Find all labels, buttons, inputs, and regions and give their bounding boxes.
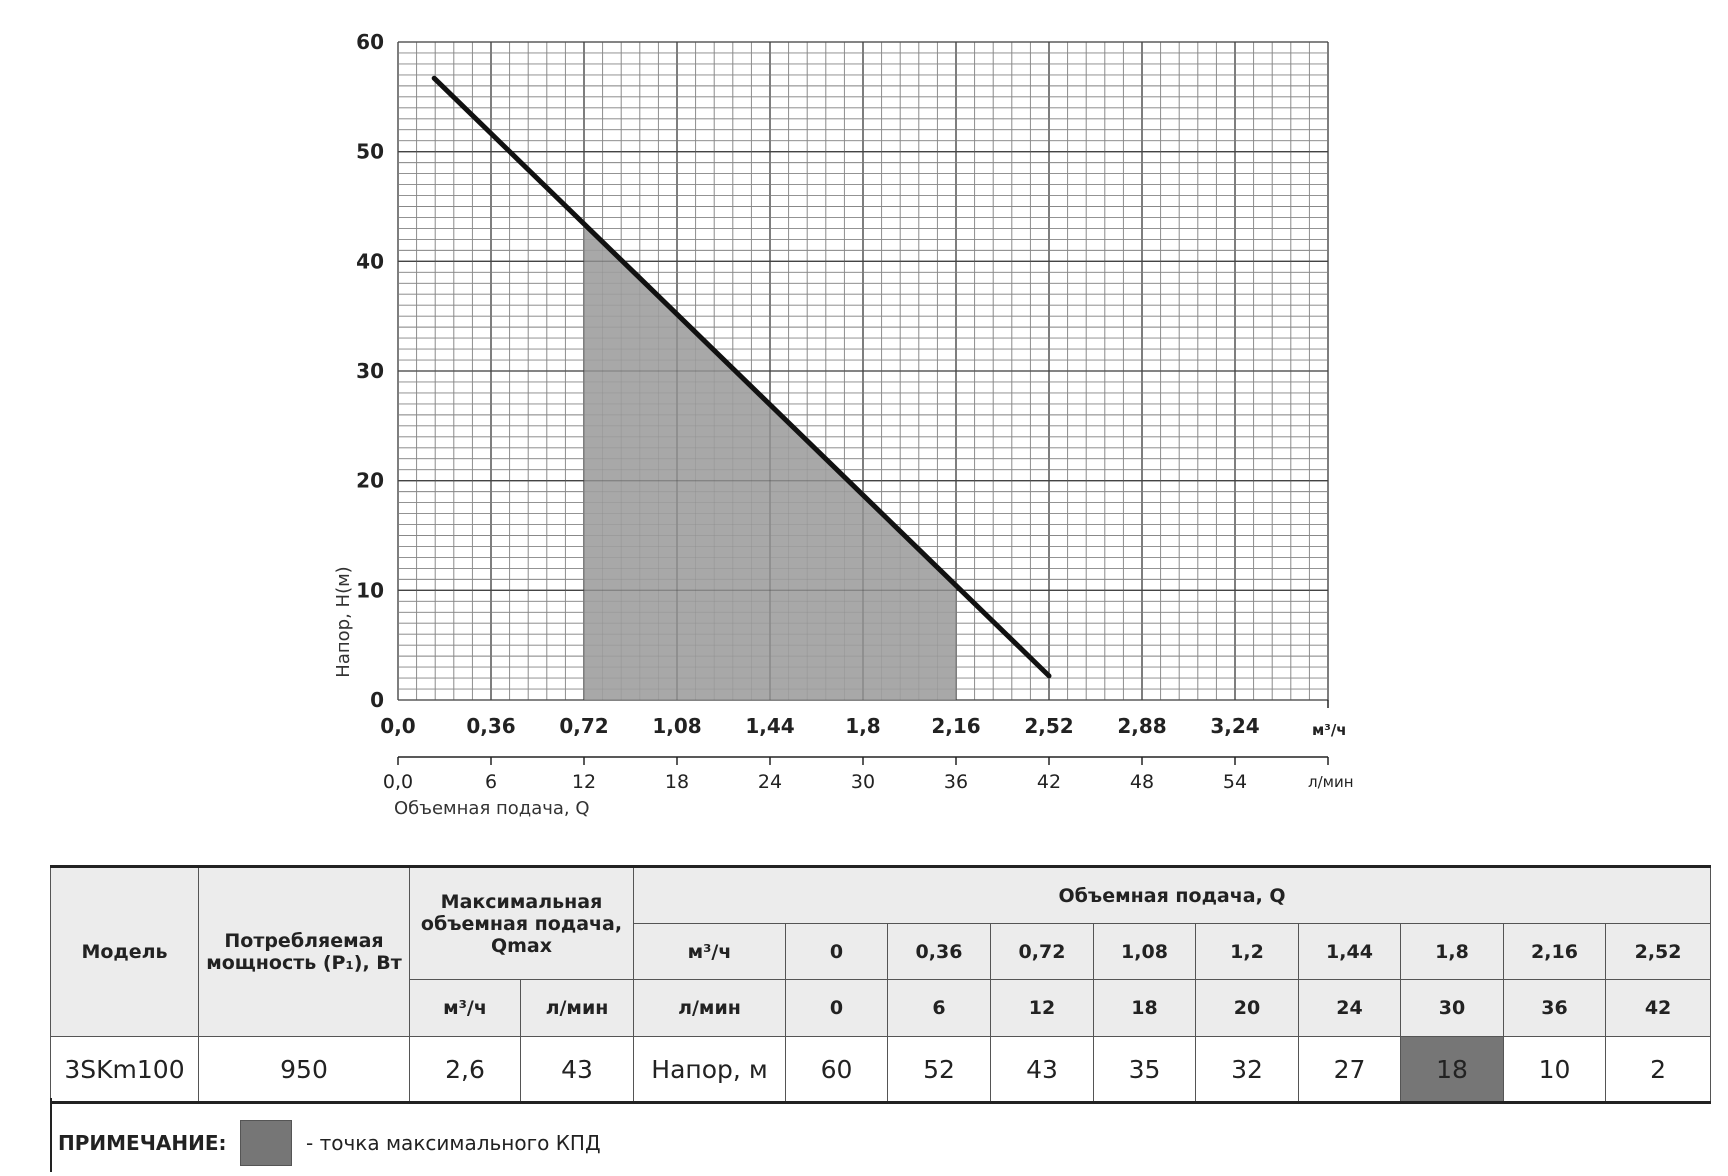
head-label-cell: Напор, м xyxy=(633,1036,786,1103)
flow-m3-cell: 2,16 xyxy=(1503,923,1606,980)
head-cell: 35 xyxy=(1093,1036,1196,1103)
y-tick-label: 50 xyxy=(356,140,384,164)
head-cell: 2 xyxy=(1604,1036,1712,1103)
x2-tick-label: 48 xyxy=(1130,771,1154,793)
y-tick-label: 0 xyxy=(370,688,384,712)
y-tick-label: 10 xyxy=(356,578,384,602)
y-tick-label: 60 xyxy=(356,30,384,54)
x-tick-label: 0,72 xyxy=(559,714,608,738)
header-qmax: Максимальная объемная подача, Qmax xyxy=(409,866,634,980)
flow-m3-cell: 2,52 xyxy=(1604,923,1712,980)
performance-table: Модель Потребляемая мощность (P₁), Вт Ма… xyxy=(50,865,1712,1104)
x2-tick-label: 18 xyxy=(665,771,689,793)
x-axis-primary-ticks: 0,0 0,36 0,72 1,08 1,44 1,8 2,16 2,52 2,88 3,24 xyxy=(380,700,1329,738)
x-tick-label: 0,0 xyxy=(380,714,415,738)
header-flow: Объемная подача, Q xyxy=(632,866,1712,924)
x-tick-label: 3,24 xyxy=(1210,714,1259,738)
x2-tick-label: 24 xyxy=(758,771,782,793)
x2-tick-label: 6 xyxy=(485,771,497,793)
flow-m3-cell: 1,2 xyxy=(1195,923,1299,980)
series-line xyxy=(431,75,1052,679)
head-cell: 52 xyxy=(887,1036,991,1103)
operating-range-shading xyxy=(584,223,956,700)
flow-unit-m3-label: м³/ч xyxy=(633,923,786,980)
x2-tick-label: 36 xyxy=(944,771,968,793)
y-axis-ticks: 0 10 20 30 40 50 60 xyxy=(356,30,384,712)
flow-lmin-cell: 42 xyxy=(1604,979,1712,1037)
x2-tick-label: 42 xyxy=(1037,771,1061,793)
qmax-m3-cell: 2,6 xyxy=(409,1036,521,1103)
note-text: - точка максимального КПД xyxy=(306,1131,601,1155)
y-axis-title: Напор, H(м) xyxy=(333,566,354,677)
flow-lmin-cell: 12 xyxy=(990,979,1094,1037)
header-power: Потребляемая мощность (P₁), Вт xyxy=(198,866,410,1037)
flow-lmin-cell: 24 xyxy=(1298,979,1401,1037)
header-model: Модель xyxy=(50,866,199,1037)
flow-unit-lmin-label: л/мин xyxy=(633,979,786,1037)
x2-tick-label: 0,0 xyxy=(383,771,413,793)
x-tick-label: 0,36 xyxy=(466,714,515,738)
flow-m3-cell: 1,8 xyxy=(1400,923,1504,980)
head-cell: 10 xyxy=(1503,1036,1606,1103)
y-tick-label: 40 xyxy=(356,249,384,273)
flow-lmin-cell: 20 xyxy=(1195,979,1299,1037)
pump-curve-chart: 0 10 20 30 40 50 60 0,0 0,36 0,72 1,08 1,44 1,8 2,16… xyxy=(333,30,1354,819)
qmax-lmin-cell: 43 xyxy=(520,1036,634,1103)
flow-lmin-cell: 0 xyxy=(785,979,888,1037)
flow-m3-cell: 0,72 xyxy=(990,923,1094,980)
x-tick-label: 2,52 xyxy=(1024,714,1073,738)
note-label: ПРИМЕЧАНИЕ: xyxy=(58,1131,227,1155)
note-divider xyxy=(50,1098,52,1172)
x2-tick-label: 30 xyxy=(851,771,875,793)
flow-lmin-cell: 18 xyxy=(1093,979,1196,1037)
flow-m3-cell: 0 xyxy=(785,923,888,980)
x-tick-label: 2,16 xyxy=(931,714,980,738)
model-cell: 3SKm100 xyxy=(50,1036,199,1103)
note: ПРИМЕЧАНИЕ: - точка максимального КПД xyxy=(58,1120,601,1166)
qmax-unit-m3: м³/ч xyxy=(409,979,521,1037)
x-axis-primary-unit: м³/ч xyxy=(1312,721,1347,739)
note-swatch xyxy=(240,1120,292,1166)
x2-tick-label: 12 xyxy=(572,771,596,793)
y-tick-label: 30 xyxy=(356,359,384,383)
flow-m3-cell: 1,08 xyxy=(1093,923,1196,980)
y-tick-label: 20 xyxy=(356,469,384,493)
chart-grid-overlay xyxy=(397,41,1329,701)
head-cell: 60 xyxy=(785,1036,888,1103)
x-axis-secondary: 0,0 6 12 18 24 30 36 42 48 54 xyxy=(383,756,1329,793)
flow-m3-cell: 0,36 xyxy=(887,923,991,980)
x-tick-label: 2,88 xyxy=(1117,714,1166,738)
flow-lmin-cell: 36 xyxy=(1503,979,1606,1037)
head-cell: 32 xyxy=(1195,1036,1299,1103)
power-cell: 950 xyxy=(198,1036,410,1103)
flow-m3-cell: 1,44 xyxy=(1298,923,1401,980)
x-tick-label: 1,8 xyxy=(845,714,880,738)
x-axis-secondary-unit: л/мин xyxy=(1308,773,1354,791)
flow-lmin-cell: 30 xyxy=(1400,979,1504,1037)
x-tick-label: 1,44 xyxy=(745,714,794,738)
head-cell: 43 xyxy=(990,1036,1094,1103)
qmax-unit-lmin: л/мин xyxy=(520,979,634,1037)
x-axis-title: Объемная подача, Q xyxy=(394,798,590,819)
flow-lmin-cell: 6 xyxy=(887,979,991,1037)
head-cell: 18 xyxy=(1400,1036,1504,1103)
x2-tick-label: 54 xyxy=(1223,771,1247,793)
head-cell: 27 xyxy=(1298,1036,1401,1103)
x-tick-label: 1,08 xyxy=(652,714,701,738)
